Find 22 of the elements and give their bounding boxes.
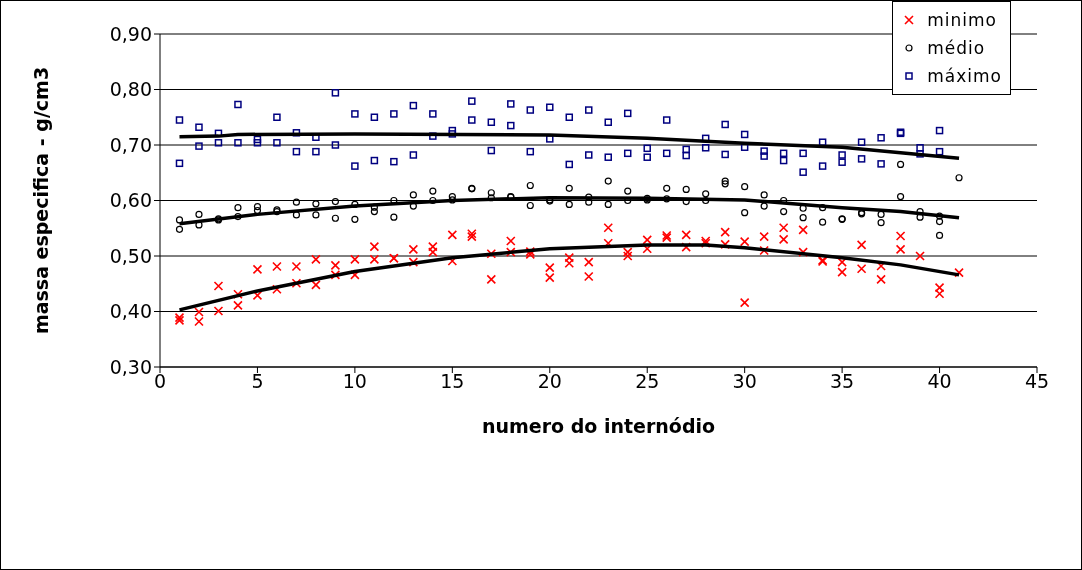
x-tick-label: 10 xyxy=(342,370,367,393)
y-tick-label: 0,90 xyxy=(109,22,152,45)
y-tick-label: 0,50 xyxy=(109,244,152,267)
x-axis-title: numero do internódio xyxy=(481,415,716,437)
y-tick-label: 0,80 xyxy=(109,78,152,101)
y-tick-label: 0,30 xyxy=(109,355,152,378)
x-tick-label: 0 xyxy=(153,370,167,393)
legend-label: minimo xyxy=(927,10,998,30)
x-tick-label: 15 xyxy=(440,370,465,393)
x-tick-label: 40 xyxy=(927,370,952,393)
legend-label: máximo xyxy=(927,66,1002,86)
y-tick-label: 0,40 xyxy=(109,300,152,323)
x-tick-label: 20 xyxy=(537,370,562,393)
legend-label: médio xyxy=(927,38,986,58)
y-axis-title: massa especifica - g/cm3 xyxy=(29,66,52,335)
y-tick-label: 0,70 xyxy=(109,133,152,156)
x-tick-label: 30 xyxy=(732,370,757,393)
x-tick-label: 25 xyxy=(635,370,660,393)
y-tick-label: 0,60 xyxy=(109,189,152,212)
x-tick-label: 45 xyxy=(1024,370,1050,393)
x-tick-label: 35 xyxy=(830,370,855,393)
x-tick-label: 5 xyxy=(251,370,264,393)
